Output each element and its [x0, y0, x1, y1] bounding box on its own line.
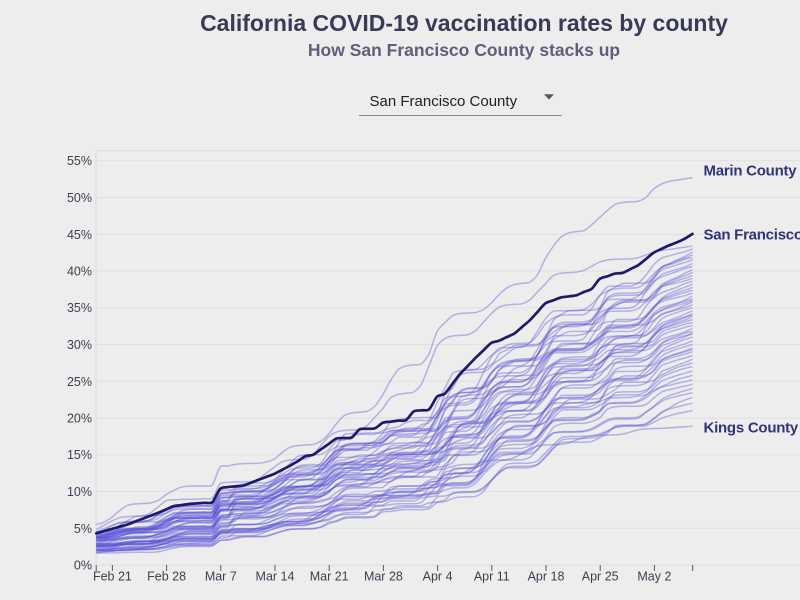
svg-text:15%: 15%	[67, 448, 92, 462]
svg-text:35%: 35%	[67, 301, 92, 315]
svg-text:45%: 45%	[67, 228, 92, 242]
svg-text:Mar 7: Mar 7	[205, 570, 237, 584]
svg-text:40%: 40%	[67, 265, 92, 279]
svg-text:Apr 25: Apr 25	[582, 570, 619, 584]
svg-text:10%: 10%	[67, 485, 92, 499]
svg-text:May 2: May 2	[637, 570, 671, 584]
svg-text:San Francisco County: San Francisco County	[704, 227, 800, 244]
svg-text:30%: 30%	[67, 338, 92, 352]
svg-text:Kings County: Kings County	[704, 420, 799, 437]
svg-text:Mar 28: Mar 28	[364, 570, 403, 584]
svg-text:50%: 50%	[67, 191, 92, 205]
svg-text:Feb 21: Feb 21	[93, 570, 132, 584]
svg-text:Marin County: Marin County	[704, 163, 798, 180]
svg-text:Mar 14: Mar 14	[256, 570, 295, 584]
svg-text:5%: 5%	[74, 522, 92, 536]
svg-text:Apr 11: Apr 11	[474, 570, 510, 584]
svg-text:20%: 20%	[67, 412, 92, 426]
svg-text:Mar 21: Mar 21	[310, 570, 349, 584]
svg-text:0%: 0%	[74, 559, 92, 573]
svg-text:Feb 28: Feb 28	[147, 570, 186, 584]
svg-text:55%: 55%	[67, 154, 92, 168]
svg-text:Apr 18: Apr 18	[528, 570, 565, 584]
svg-text:Apr 4: Apr 4	[423, 570, 453, 584]
svg-text:25%: 25%	[67, 375, 92, 389]
